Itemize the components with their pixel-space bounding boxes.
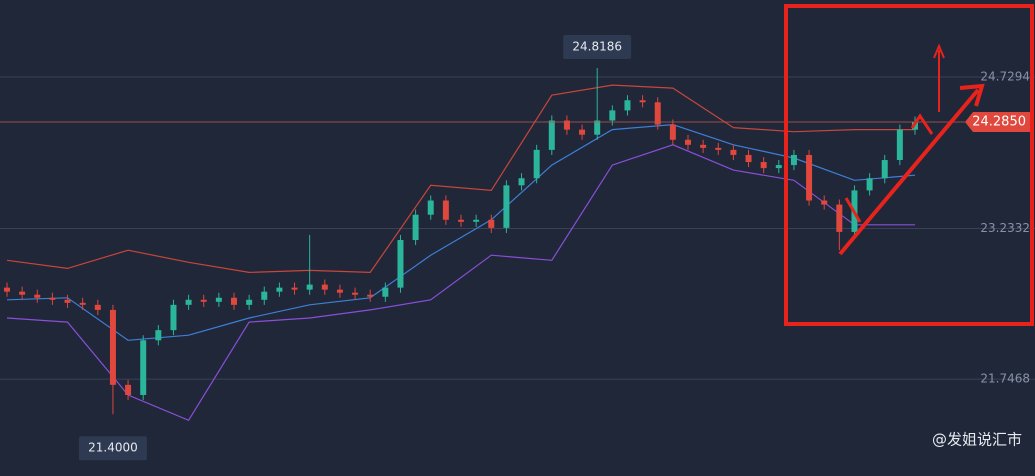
candle-body	[291, 287, 298, 290]
annotation	[784, 4, 1034, 326]
candle-body	[685, 139, 691, 145]
candle-body	[594, 120, 601, 135]
candle-body	[503, 185, 510, 228]
candle-body	[321, 284, 328, 290]
arrow-line	[838, 88, 980, 256]
candle-body	[745, 154, 752, 163]
candle-body	[427, 200, 434, 215]
band-line	[6, 144, 915, 422]
arrow-line	[844, 197, 862, 223]
candle-body	[775, 165, 782, 169]
candle-body	[896, 129, 903, 161]
candle-body	[94, 304, 101, 310]
candle-body	[367, 294, 374, 297]
candle-body	[760, 162, 767, 169]
candle-body	[336, 289, 343, 293]
watermark: @发姐说汇市	[932, 431, 1022, 449]
candle-body	[836, 204, 843, 232]
candle-body	[4, 287, 10, 292]
candle-body	[170, 304, 177, 331]
candle-body	[306, 284, 313, 290]
last-price-label: 24.2850	[972, 115, 1026, 130]
candle-body	[790, 154, 797, 166]
candle-body	[125, 384, 132, 395]
candle-body	[412, 214, 419, 241]
arrow-head	[959, 83, 985, 107]
candle-body	[19, 291, 26, 295]
candle-body	[579, 129, 586, 135]
candle-body	[458, 219, 464, 222]
candle-body	[609, 110, 616, 121]
candle-body	[352, 292, 359, 295]
high-marker-box	[563, 34, 632, 59]
high-marker-label: 24.8186	[572, 39, 622, 53]
candle-body	[261, 291, 268, 300]
low-marker-label: 21.4000	[88, 441, 138, 455]
candle-body	[79, 302, 86, 305]
y-tick-label: 23.2332	[980, 221, 1030, 235]
candle-body	[109, 309, 116, 385]
candle-body	[34, 294, 41, 298]
candle-body	[624, 100, 631, 111]
candle-body	[669, 124, 676, 140]
candle-body	[246, 299, 253, 305]
candle-body	[200, 299, 207, 302]
candle-body	[533, 149, 540, 179]
candle-body	[473, 219, 480, 222]
candle-body	[563, 120, 570, 130]
last-price-tag	[965, 112, 1030, 133]
candle-body	[155, 330, 162, 341]
plot	[0, 67, 965, 422]
y-tick-label: 21.7468	[980, 372, 1030, 386]
candle-body	[639, 100, 646, 103]
candle-body	[821, 200, 828, 205]
highlight-box	[784, 4, 1034, 326]
candle-body	[397, 240, 404, 288]
candle-body	[518, 178, 525, 186]
candle-body	[730, 149, 737, 155]
candle-body	[715, 147, 722, 150]
candle-body	[215, 297, 222, 302]
candle-body	[185, 299, 192, 305]
labels: 24.7294 23.2332 21.7468 24.2850 24.8186 21.40…	[78, 34, 1030, 461]
candle-body	[382, 287, 389, 297]
candle-body	[488, 219, 495, 228]
y-tick-label: 24.7294	[980, 70, 1030, 84]
candle-body	[140, 340, 147, 395]
arrow-head	[933, 43, 945, 59]
candle-body	[881, 160, 888, 179]
candle-body	[700, 144, 707, 148]
candle-body	[49, 297, 56, 300]
low-marker-box	[78, 436, 147, 461]
candle-body	[654, 102, 661, 125]
candle-body	[548, 120, 555, 150]
candle-body	[276, 287, 283, 292]
candle-body	[231, 297, 237, 305]
arrow-line	[910, 113, 934, 135]
candle-body	[442, 200, 449, 220]
candle-body	[64, 299, 71, 303]
band-line	[6, 84, 915, 274]
candle-body	[866, 178, 873, 191]
candle-body	[806, 154, 813, 201]
